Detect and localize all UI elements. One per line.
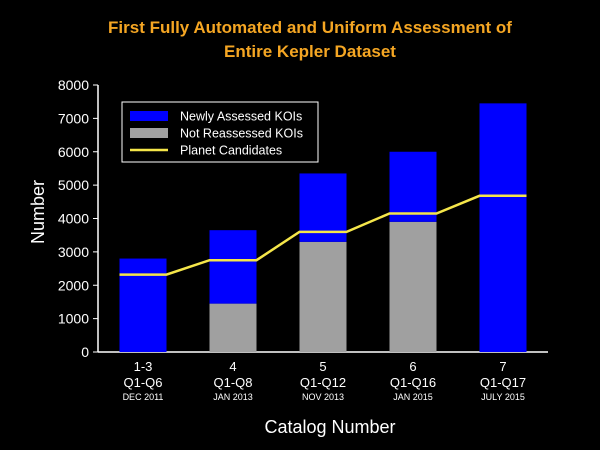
y-axis-label: Number — [28, 180, 48, 244]
x-tick-label-catalog: 6 — [409, 359, 416, 374]
x-axis-label: Catalog Number — [264, 417, 395, 437]
bar-newly-assessed-kois — [119, 258, 167, 352]
bar-not-reassessed-kois — [389, 221, 437, 352]
y-tick-label: 7000 — [58, 110, 89, 126]
y-tick-label: 1000 — [58, 311, 89, 327]
plot-area: 0100020003000400050006000700080001-3Q1-Q… — [58, 77, 548, 402]
legend-label: Planet Candidates — [180, 144, 282, 158]
bar-not-reassessed-kois — [299, 241, 347, 352]
y-tick-label: 5000 — [58, 177, 89, 193]
x-tick-label-quarters: Q1-Q8 — [213, 375, 252, 390]
x-tick-label-quarters: Q1-Q17 — [480, 375, 526, 390]
x-tick-label-quarters: Q1-Q6 — [123, 375, 162, 390]
x-tick-label-date: JULY 2015 — [481, 392, 525, 402]
x-tick-label-catalog: 5 — [319, 359, 326, 374]
legend-swatch — [130, 128, 168, 138]
x-tick-label-catalog: 1-3 — [134, 359, 153, 374]
bar-not-reassessed-kois — [209, 303, 257, 352]
x-tick-label-date: NOV 2013 — [302, 392, 344, 402]
y-tick-label: 6000 — [58, 144, 89, 160]
chart-title-line-1: First Fully Automated and Uniform Assess… — [108, 18, 512, 37]
x-tick-label-date: JAN 2013 — [213, 392, 253, 402]
y-tick-label: 2000 — [58, 277, 89, 293]
y-tick-label: 3000 — [58, 244, 89, 260]
y-tick-label: 4000 — [58, 211, 89, 227]
bar-newly-assessed-kois — [209, 230, 257, 304]
y-tick-label: 8000 — [58, 77, 89, 93]
bar-newly-assessed-kois — [479, 103, 527, 352]
series-line-planet-candidates — [119, 194, 527, 276]
x-tick-label-catalog: 7 — [499, 359, 506, 374]
y-tick-label: 0 — [81, 344, 89, 360]
legend-swatch — [130, 111, 168, 121]
chart-title-line-2: Entire Kepler Dataset — [224, 42, 396, 61]
legend: Newly Assessed KOIs Not Reassessed KOIs Pl… — [121, 101, 319, 163]
bar-newly-assessed-kois — [299, 173, 347, 242]
x-tick-label-catalog: 4 — [229, 359, 236, 374]
x-tick-label-date: DEC 2011 — [123, 392, 164, 402]
legend-label: Newly Assessed KOIs — [180, 110, 302, 124]
legend-label: Not Reassessed KOIs — [180, 127, 303, 141]
bar-newly-assessed-kois — [389, 151, 437, 222]
x-tick-label-quarters: Q1-Q16 — [390, 375, 436, 390]
x-tick-label-date: JAN 2015 — [393, 392, 433, 402]
x-tick-label-quarters: Q1-Q12 — [300, 375, 346, 390]
